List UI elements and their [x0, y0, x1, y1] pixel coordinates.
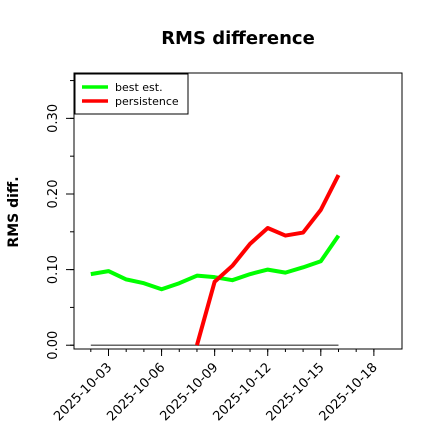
y-tick-label-3: 0.30: [46, 104, 61, 133]
legend-label-best-est: best est.: [115, 81, 163, 94]
legend-box: [75, 74, 188, 114]
series-layer: [91, 175, 339, 345]
legend-label-persistence: persistence: [115, 95, 179, 108]
y-axis: 0.00 0.10 0.20 0.30: [46, 81, 74, 360]
y-tick-label-2: 0.20: [46, 180, 61, 209]
series-line-persistence: [197, 175, 339, 345]
legend: best est. persistence: [75, 74, 188, 114]
y-tick-label-1: 0.10: [46, 255, 61, 284]
y-axis-label: RMS diff.: [6, 176, 22, 247]
x-axis: 2025-10-032025-10-062025-10-092025-10-12…: [51, 349, 380, 424]
chart-title: RMS difference: [161, 28, 315, 49]
y-tick-label-0: 0.00: [46, 331, 61, 360]
